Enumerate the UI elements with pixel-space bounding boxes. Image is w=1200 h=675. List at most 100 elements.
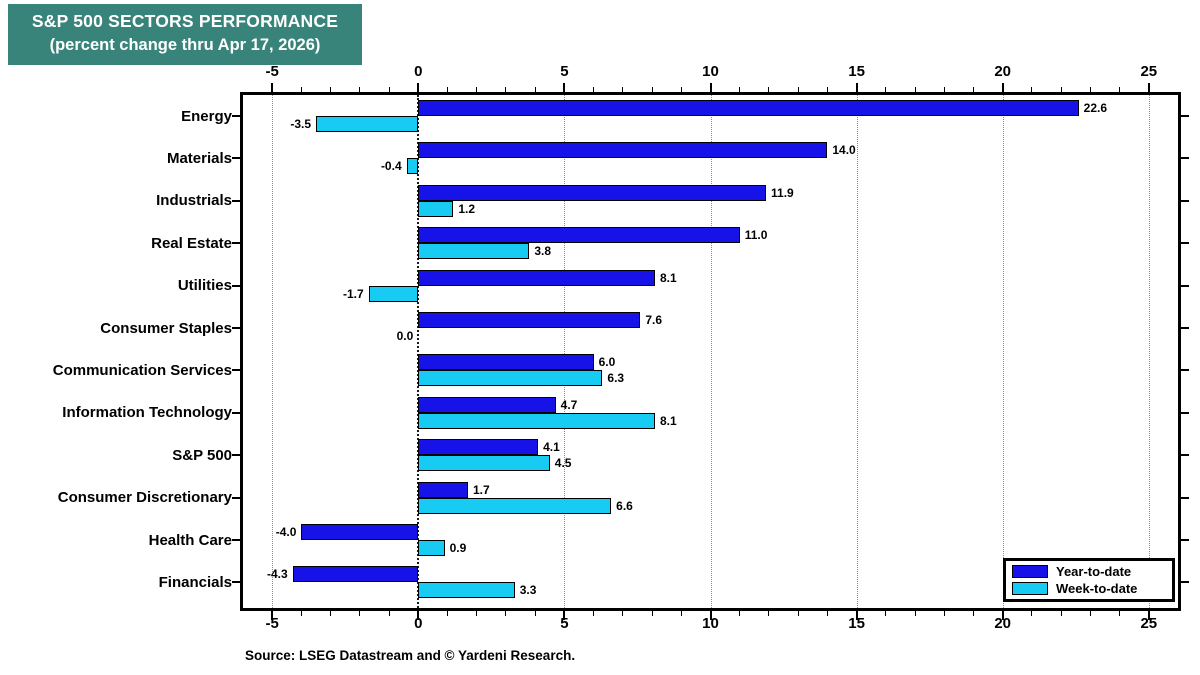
major-tick-bottom-10	[709, 611, 712, 620]
x-axis-label-bottom-10: 10	[702, 615, 719, 632]
value-label: -0.4	[380, 159, 402, 174]
bar-ytd-s-p-500	[418, 439, 539, 456]
source-note: Source: LSEG Datastream and © Yardeni Re…	[245, 648, 576, 663]
week-to-date-swatch	[1012, 582, 1048, 595]
category-tick-left	[232, 199, 240, 202]
minor-tick-bottom-13	[797, 611, 799, 616]
plot-area: 22.6 -3.5 14.0 -0.4 11.9 1.2 11.0 3.8 8.1 -1.7 7.6…	[232, 83, 1189, 620]
minor-tick-bottom-23	[1089, 611, 1091, 616]
minor-tick-top-21	[1031, 87, 1033, 92]
value-label: 11.0	[744, 228, 768, 243]
category-tick-right	[1181, 242, 1189, 245]
bar-wtd-communication-services	[418, 370, 603, 387]
category-tick-left	[232, 327, 240, 329]
bar-wtd-energy	[316, 116, 419, 132]
gridline-5	[564, 95, 566, 608]
value-label: 1.7	[472, 482, 490, 497]
chart-title-box: S&P 500 SECTORS PERFORMANCE (percent cha…	[8, 4, 362, 66]
bar-wtd-industrials	[418, 200, 454, 217]
value-label: 6.6	[616, 498, 633, 513]
category-tick-left	[232, 411, 240, 414]
minor-tick-bottom--2	[359, 611, 361, 616]
minor-tick-bottom--1	[388, 611, 390, 616]
minor-tick-bottom-7	[622, 611, 624, 616]
value-label: 4.1	[543, 440, 560, 455]
major-tick-bottom-25	[1147, 611, 1150, 620]
category-label-consumer-staples: Consumer Staples	[100, 319, 232, 337]
category-tick-left	[232, 284, 240, 287]
minor-tick-bottom-2	[476, 611, 478, 616]
value-label: 14.0	[832, 143, 856, 158]
value-label: 3.3	[519, 583, 537, 598]
minor-tick-top-16	[885, 87, 887, 92]
category-label-real-estate: Real Estate	[151, 234, 232, 252]
minor-tick-bottom-16	[885, 611, 887, 616]
minor-tick-bottom-18	[943, 611, 945, 616]
major-tick-top-25	[1147, 83, 1150, 92]
minor-tick-bottom-9	[680, 611, 682, 616]
bar-ytd-health-care	[301, 524, 419, 540]
x-axis-label-bottom--5: -5	[265, 615, 279, 632]
value-label: 4.7	[560, 397, 578, 412]
category-tick-right	[1181, 115, 1189, 117]
category-tick-left	[232, 581, 240, 584]
value-label: 0.0	[396, 329, 414, 343]
minor-tick-top-22	[1060, 87, 1062, 92]
minor-tick-top-24	[1119, 87, 1121, 92]
category-tick-left	[232, 539, 240, 541]
minor-tick-top-19	[972, 87, 974, 92]
minor-tick-bottom-14	[826, 611, 828, 616]
year-to-date-swatch	[1012, 565, 1048, 578]
major-tick-bottom-15	[855, 611, 858, 620]
bar-ytd-utilities	[418, 269, 655, 286]
chart-legend: Year-to-date Week-to-date	[1003, 558, 1175, 602]
category-tick-left	[232, 496, 240, 499]
minor-tick-top-6	[593, 87, 595, 92]
category-tick-left	[232, 157, 240, 160]
minor-tick-top-18	[943, 87, 945, 92]
major-tick-bottom-0	[417, 611, 420, 620]
minor-tick-top-13	[797, 87, 799, 92]
bar-ytd-energy	[418, 100, 1079, 116]
major-tick-bottom-20	[1001, 611, 1004, 620]
bar-wtd-financials	[418, 582, 515, 599]
x-axis-label-bottom-20: 20	[994, 615, 1012, 632]
minor-tick-top-17	[914, 87, 916, 92]
value-label: -4.3	[266, 567, 288, 582]
category-label-consumer-discretionary: Consumer Discretionary	[57, 489, 232, 507]
value-label: 11.9	[771, 185, 794, 200]
minor-tick-top-11	[739, 87, 741, 92]
minor-tick-top-3	[505, 87, 507, 92]
minor-tick-bottom--3	[330, 611, 332, 616]
category-label-industrials: Industrials	[156, 192, 232, 210]
category-tick-right	[1181, 327, 1189, 329]
chart-title: S&P 500 SECTORS PERFORMANCE	[31, 11, 339, 31]
category-label-s-p-500: S&P 500	[172, 446, 232, 464]
minor-tick-top-7	[622, 87, 624, 92]
category-tick-left	[232, 242, 240, 245]
category-tick-left	[232, 369, 240, 372]
major-tick-bottom-5	[563, 611, 566, 620]
value-label: -4.0	[275, 525, 297, 539]
category-label-energy: Energy	[181, 107, 232, 125]
value-label: 3.8	[534, 244, 552, 259]
bar-wtd-utilities	[368, 285, 419, 302]
x-axis-label-top-20: 20	[994, 63, 1012, 80]
category-tick-right	[1181, 157, 1189, 160]
category-label-utilities: Utilities	[177, 277, 232, 295]
minor-tick-bottom-3	[505, 611, 507, 616]
category-tick-right	[1181, 454, 1189, 457]
bar-ytd-consumer-discretionary	[418, 481, 468, 498]
value-label: -1.7	[342, 286, 364, 301]
category-label-materials: Materials	[166, 149, 232, 167]
bar-ytd-information-technology	[418, 396, 556, 413]
x-axis-label-bottom-5: 5	[560, 615, 569, 632]
value-label: 6.0	[598, 355, 616, 370]
minor-tick-bottom-1	[447, 611, 449, 616]
gridline--5	[272, 95, 274, 608]
x-axis-label-bottom-25: 25	[1140, 615, 1158, 632]
gridline-25	[1148, 95, 1150, 608]
bar-ytd-financials	[292, 566, 419, 583]
legend-row-year-to-date: Year-to-date	[1012, 564, 1166, 579]
